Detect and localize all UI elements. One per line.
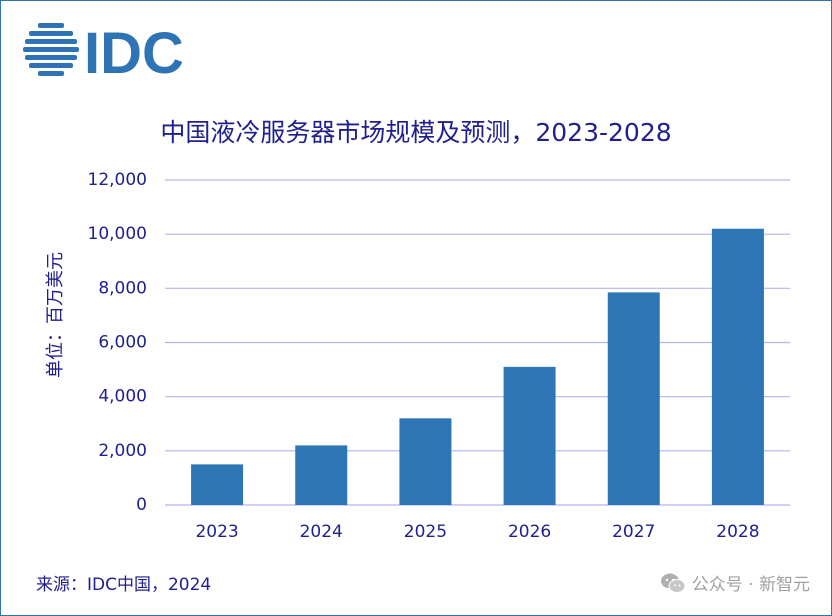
- x-tick-label: 2026: [508, 522, 551, 542]
- x-tick-label: 2027: [612, 522, 655, 542]
- wechat-icon: [660, 573, 686, 593]
- y-tick-label: 0: [136, 495, 147, 515]
- watermark-text: 公众号 · 新智元: [691, 575, 810, 595]
- y-axis-label: 单位：百万美元: [45, 252, 66, 378]
- bar-2027: [607, 292, 660, 505]
- y-tick-label: 2,000: [98, 441, 147, 461]
- bar-2025: [399, 418, 452, 505]
- x-tick-label: 2023: [195, 522, 238, 542]
- globe-icon: [23, 23, 79, 76]
- logo-text: IDC: [84, 21, 184, 78]
- idc-logo: IDC: [23, 21, 184, 78]
- bar-2024: [295, 445, 348, 505]
- y-tick-label: 4,000: [98, 387, 147, 407]
- y-tick-label: 10,000: [88, 224, 147, 244]
- y-tick-label: 12,000: [88, 170, 147, 190]
- source-note: 来源：IDC中国，2024: [36, 575, 212, 595]
- y-tick-label: 6,000: [98, 333, 147, 353]
- chart-title: 中国液冷服务器市场规模及预测，2023-2028: [160, 118, 672, 147]
- bar-2026: [503, 366, 556, 505]
- x-tick-label: 2028: [716, 522, 759, 542]
- y-tick-label: 8,000: [98, 278, 147, 298]
- x-tick-label: 2025: [404, 522, 447, 542]
- bar-2028: [711, 228, 764, 505]
- x-tick-label: 2024: [300, 522, 343, 542]
- bar-2023: [191, 464, 244, 505]
- watermark: 公众号 · 新智元: [660, 570, 810, 595]
